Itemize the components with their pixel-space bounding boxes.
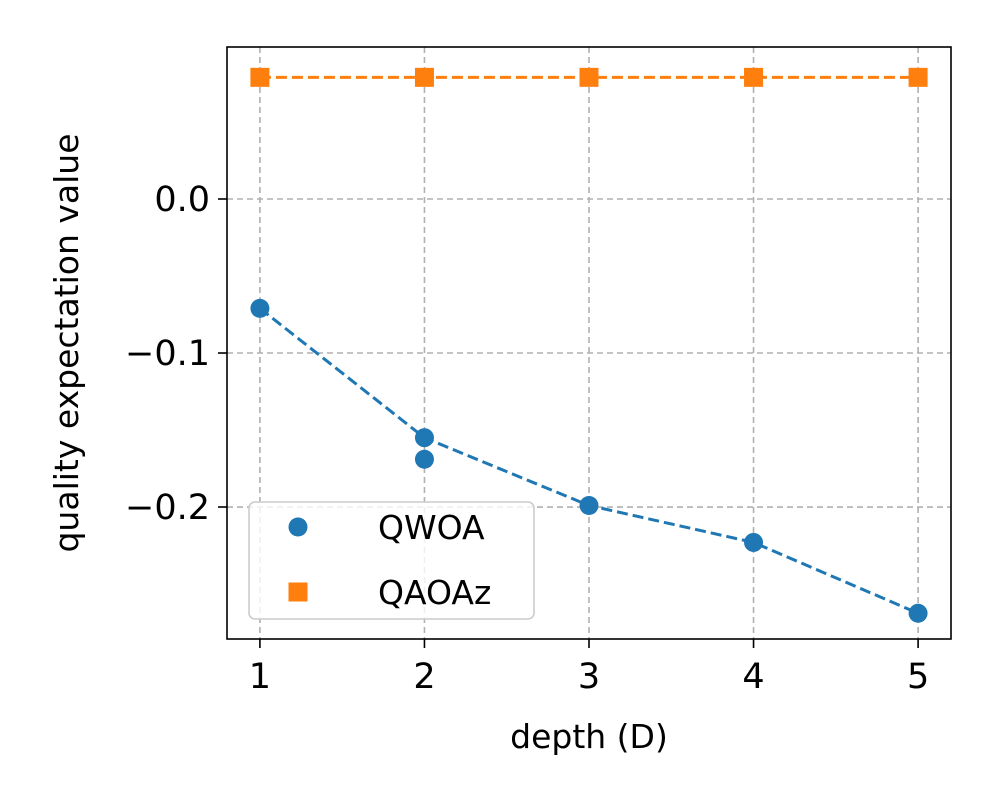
x-tick-label: 3 — [578, 657, 600, 697]
qwoa-point — [579, 495, 599, 515]
qwoa-point — [908, 603, 928, 623]
x-tick-label: 1 — [249, 657, 271, 697]
y-tick-label: 0.0 — [154, 180, 210, 220]
x-tick-label: 2 — [413, 657, 435, 697]
qwoa-point — [250, 298, 270, 318]
qwoa-point — [414, 449, 434, 469]
x-tick-label: 5 — [907, 657, 929, 697]
qaoaz-point — [908, 67, 928, 87]
legend-item-qaoaz: QAOAz — [288, 573, 491, 612]
series-qwoa — [250, 298, 928, 623]
qaoaz-point — [744, 67, 764, 87]
series-qaoaz — [250, 67, 928, 87]
legend-label: QAOAz — [378, 573, 491, 612]
legend-box — [248, 501, 535, 620]
y-axis-label: quality expectation value — [47, 133, 86, 552]
x-axis-label: depth (D) — [510, 717, 668, 756]
qwoa-point — [744, 532, 764, 552]
series-layer — [250, 67, 928, 623]
legend-label: QWOA — [378, 508, 485, 547]
x-tick-label: 4 — [742, 657, 764, 697]
qwoa-point — [414, 428, 434, 448]
qaoaz-point — [250, 67, 270, 87]
legend: QWOA QAOAz — [248, 501, 535, 620]
y-tick-label: −0.1 — [125, 334, 210, 374]
legend-marker-square — [288, 582, 308, 602]
ticks: 1 2 3 4 5 0.0 −0.1 −0.2 — [125, 180, 929, 697]
y-tick-label: −0.2 — [125, 488, 210, 528]
qaoaz-point — [579, 67, 599, 87]
legend-marker-circle — [288, 517, 308, 537]
legend-item-qwoa: QWOA — [288, 508, 485, 547]
qaoaz-point — [414, 67, 434, 87]
